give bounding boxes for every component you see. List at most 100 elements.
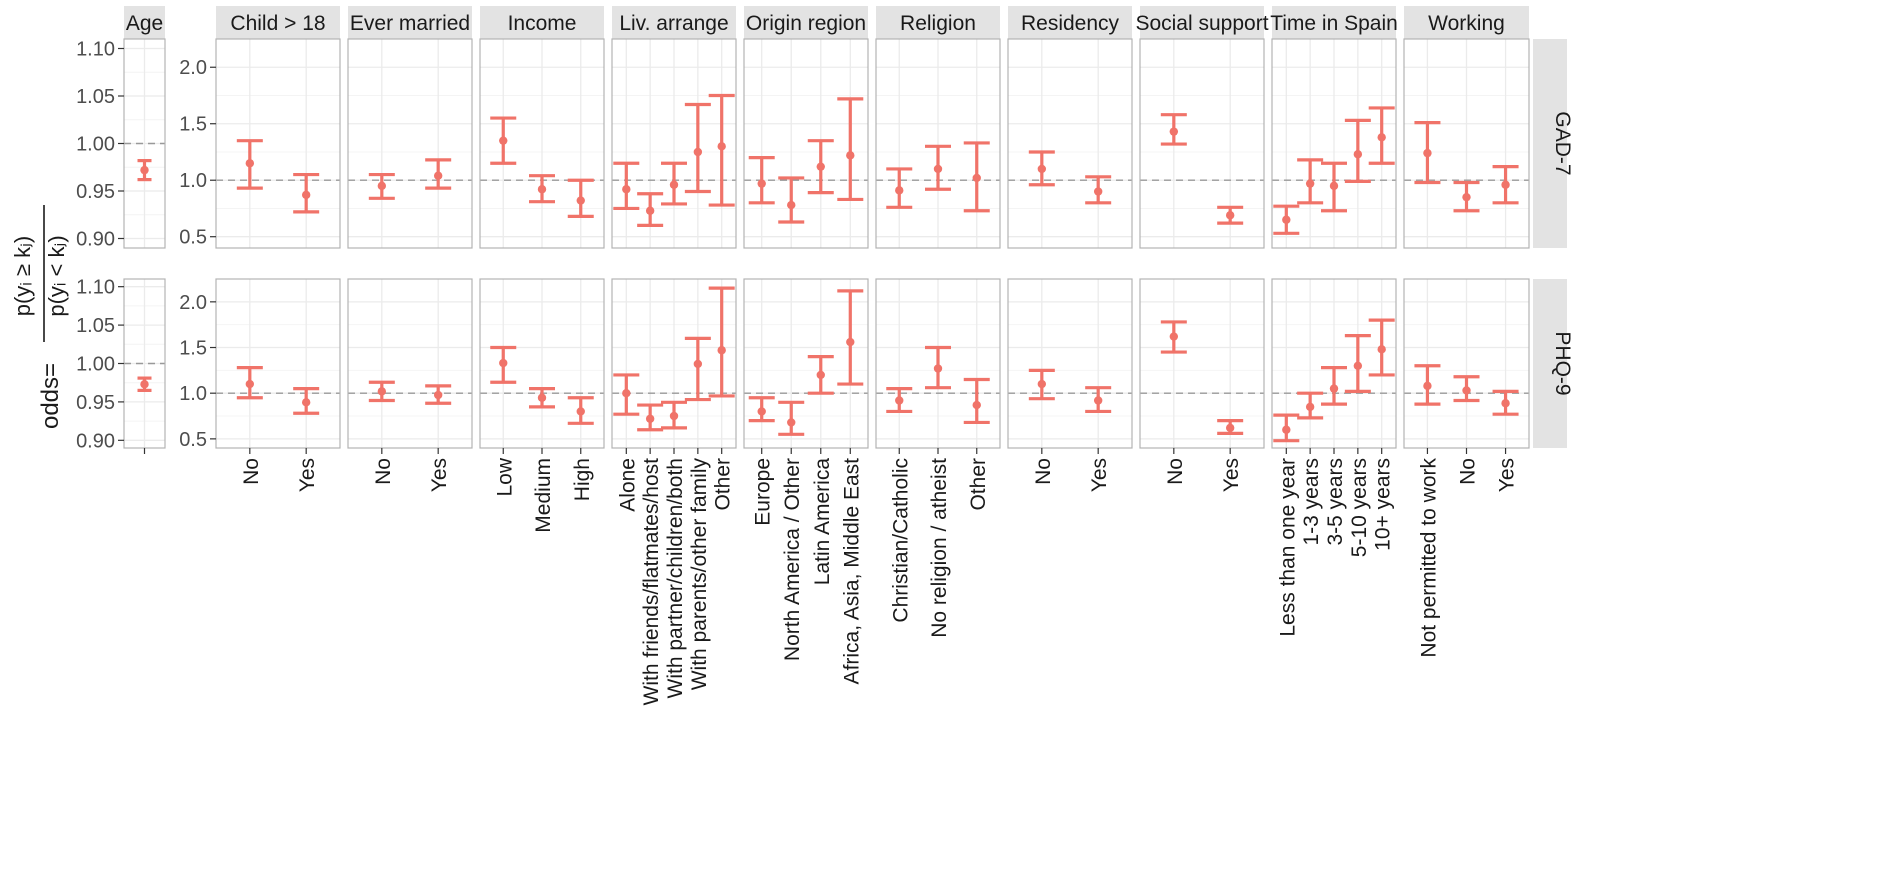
panel-10-row-0: [1403, 38, 1530, 249]
point-estimate: [1423, 381, 1432, 391]
y-tick-label: 1.05: [76, 86, 115, 108]
errorbar-3-0-0: [490, 116, 517, 165]
point-estimate: [1377, 345, 1386, 354]
errorbar-7-0-1: [1085, 175, 1112, 205]
point-estimate: [1462, 386, 1471, 395]
panel-background: [216, 279, 340, 448]
point-estimate: [1305, 179, 1315, 188]
point-estimate: [933, 364, 943, 373]
strip-label-ever-married: Ever married: [350, 12, 470, 35]
category-label: 1-3 years: [1300, 458, 1323, 546]
plot-area: Age Child > 18 Ever married Income Liv. arra…: [76, 6, 1574, 705]
y-tick-label: 1.05: [76, 315, 115, 337]
errorbar-10-1-2: [1492, 389, 1519, 416]
y-axis-title: odds= p(yᵢ ≥ kⱼ) p(yᵢ < kⱼ): [10, 205, 69, 429]
point-estimate: [1225, 423, 1235, 433]
panel-2-row-1: [347, 278, 473, 449]
panel-border: [347, 38, 473, 249]
panel-5-row-1: [743, 278, 869, 449]
panel-1-row-1: 0.5 1.0 1.5 2.0: [179, 278, 341, 451]
point-estimate: [499, 358, 508, 368]
strip-label-religion: Religion: [900, 12, 976, 35]
errorbar-0-0-0: [137, 159, 152, 182]
y-tick-label: 1.0: [179, 383, 207, 405]
errorbar-8-1-1: [1217, 418, 1244, 435]
errorbar-5-0-0: [748, 156, 775, 205]
point-estimate: [377, 387, 387, 396]
panel-8-row-1: [1139, 278, 1265, 449]
point-estimate: [1353, 150, 1363, 159]
errorbar-4-1-2: [661, 400, 687, 430]
panel-1-row-0: 0.5 1.0 1.5 2.0: [179, 38, 341, 249]
errorbar-6-1-0: [886, 387, 913, 414]
y-tick-label: 1.00: [76, 354, 115, 376]
errorbar-1-0-0: [236, 139, 263, 190]
strip-bg-working: [1404, 6, 1529, 39]
strip-bg-child-18: [216, 6, 340, 39]
row-strip-label-gad-7: GAD-7: [1551, 111, 1574, 175]
errorbar-3-1-0: [490, 345, 517, 384]
panel-7-row-0: [1007, 38, 1133, 249]
point-estimate: [245, 159, 255, 168]
point-estimate: [622, 388, 631, 398]
panel-border: [1403, 38, 1530, 249]
point-estimate: [1501, 180, 1510, 189]
point-estimate: [645, 206, 655, 215]
panel-4-row-1: [611, 278, 737, 449]
strip-bg-religion: [876, 6, 1000, 39]
point-estimate: [895, 396, 904, 405]
point-estimate: [933, 164, 943, 174]
y-tick-label: 1.5: [179, 114, 207, 136]
strip-bg-age: [124, 6, 165, 39]
errorbar-7-0-0: [1028, 150, 1055, 187]
errorbar-6-0-0: [886, 167, 913, 209]
strip-bg-income: [480, 6, 604, 39]
errorbar-10-0-1: [1453, 180, 1480, 213]
errorbar-1-1-0: [236, 366, 263, 400]
category-label: Yes: [428, 458, 451, 492]
strip-label-age: Age: [126, 12, 163, 35]
point-estimate: [693, 359, 703, 369]
errorbar-2-0-0: [368, 172, 395, 200]
category-label: Low: [493, 457, 516, 496]
y-tick-label: 1.5: [179, 338, 207, 360]
category-label: Not permitted to work: [1417, 458, 1440, 658]
y-axis-title-denominator: p(yᵢ < kⱼ): [44, 235, 69, 316]
errorbar-5-1-3: [837, 289, 864, 386]
panel-border: [1007, 38, 1133, 249]
strip-bg-time-in-spain: [1272, 6, 1396, 39]
errorbar-1-0-1: [293, 172, 320, 214]
point-estimate: [645, 414, 655, 423]
category-label: No: [240, 458, 263, 485]
panel-background: [1008, 39, 1132, 248]
point-estimate: [1037, 379, 1047, 389]
errorbar-4-0-3: [684, 102, 711, 194]
errorbar-10-0-2: [1492, 165, 1519, 205]
panel-3-row-1: [479, 278, 605, 449]
errorbar-5-0-2: [807, 139, 834, 195]
point-estimate: [1037, 164, 1047, 174]
category-label: Yes: [1496, 458, 1519, 492]
errorbar-4-0-2: [661, 161, 687, 206]
point-estimate: [433, 390, 443, 400]
panel-border: [875, 38, 1001, 249]
strip-label-liv-arrange: Liv. arrange: [619, 12, 728, 35]
category-label: No religion / atheist: [928, 458, 951, 638]
panel-3-row-0: [479, 38, 605, 249]
panel-background: [1008, 279, 1132, 448]
panel-border: [1007, 278, 1133, 449]
panel-6-row-1: [875, 278, 1001, 449]
errorbar-6-1-1: [925, 345, 951, 390]
panel-border: [479, 38, 605, 249]
category-label: High: [571, 458, 594, 501]
panel-9-row-0: [1271, 38, 1397, 249]
strip-label-working: Working: [1428, 12, 1505, 35]
category-label: No: [1032, 458, 1055, 485]
panel-7-row-1: [1007, 278, 1133, 449]
errorbar-2-0-1: [425, 158, 452, 190]
row-strip-bg-gad-7: [1533, 39, 1567, 248]
category-label: Latin America: [811, 458, 834, 586]
panel-background: [1140, 279, 1264, 448]
panel-background: [1140, 39, 1264, 248]
panel-0-row-1: 0.90 0.95 1.00 1.05 1.10: [76, 277, 166, 452]
